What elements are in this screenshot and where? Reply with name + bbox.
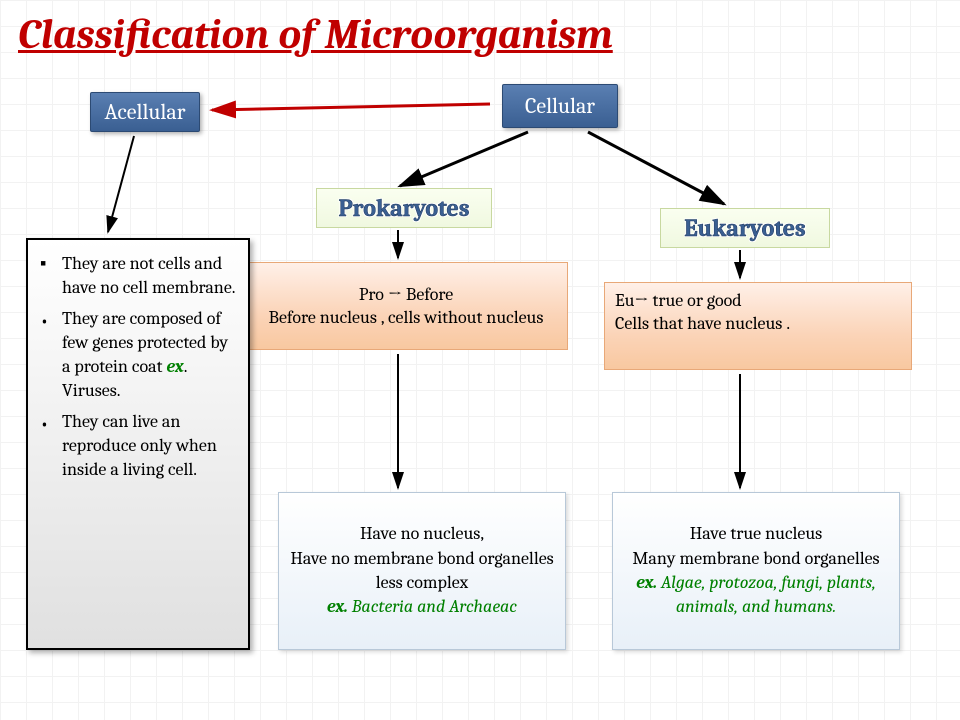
node-eu-detail: Have true nucleus Many membrane bond org…: [612, 492, 900, 650]
text-line: Have no nucleus,: [360, 522, 484, 546]
example-label: ex.: [636, 572, 657, 593]
node-acellular: Acellular: [90, 92, 200, 132]
text-line: Have no membrane bond organelles: [290, 547, 553, 571]
list-item: They are composed of few genes protected…: [56, 307, 236, 404]
text-line: Have true nucleus: [690, 522, 822, 546]
arrow: [400, 132, 528, 186]
text-line: ex. Bacteria and Archaeac: [327, 595, 517, 619]
text-line: Pro → Before: [359, 283, 453, 306]
node-label: Cellular: [525, 93, 595, 119]
arrow: [588, 132, 724, 204]
list-item: They can live an reproduce only when ins…: [56, 410, 236, 483]
text-line: ex. Algae, protozoa, fungi, plants, anim…: [623, 571, 889, 620]
text-line: Before nucleus , cells without nucleus: [269, 306, 544, 329]
text-line: Eu→ true or good: [615, 289, 742, 312]
node-pro-detail: Have no nucleus, Have no membrane bond o…: [278, 492, 566, 650]
node-eukaryotes: Eukaryotes: [660, 208, 830, 248]
arrow: [212, 104, 490, 110]
page-title: Classification of Microorganism: [18, 10, 613, 59]
node-prokaryotes: Prokaryotes: [316, 188, 492, 228]
arrow: [108, 136, 134, 232]
example-text: Algae, protozoa, fungi, plants, animals,…: [657, 572, 876, 617]
example-text: Bacteria and Archaeac: [348, 596, 517, 617]
list-item: They are not cells and have no cell memb…: [56, 252, 236, 301]
node-cellular: Cellular: [502, 84, 618, 128]
node-acellular-detail: They are not cells and have no cell memb…: [26, 238, 250, 650]
node-label: Eukaryotes: [684, 214, 805, 242]
example-label: ex: [166, 356, 183, 377]
text-line: Cells that have nucleus .: [615, 312, 790, 335]
text-line: Many membrane bond organelles: [632, 547, 879, 571]
node-label: Acellular: [105, 99, 186, 125]
node-pro-definition: Pro → Before Before nucleus , cells with…: [244, 262, 568, 350]
node-label: Prokaryotes: [338, 194, 469, 222]
example-label: ex.: [327, 596, 348, 617]
text-line: less complex: [376, 571, 468, 595]
text-span: They are composed of few genes protected…: [62, 308, 228, 378]
node-eu-definition: Eu→ true or good Cells that have nucleus…: [604, 282, 912, 370]
